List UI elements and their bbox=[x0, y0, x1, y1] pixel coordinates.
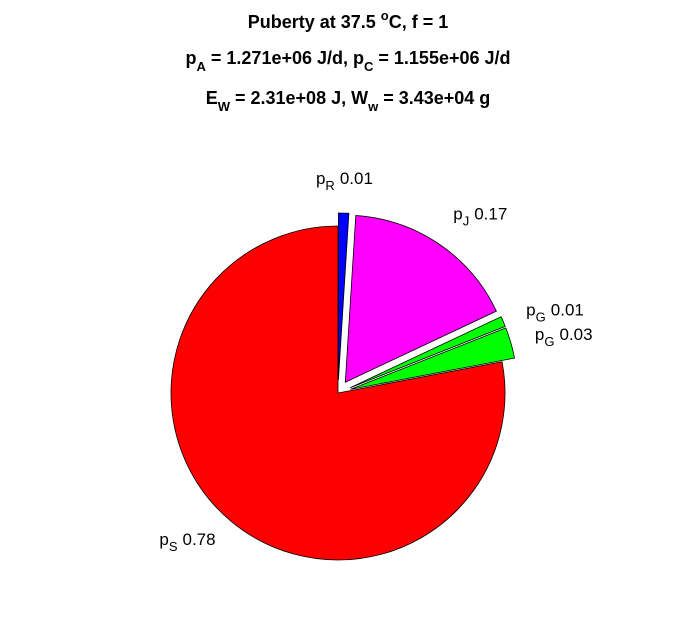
label-value: 0.17 bbox=[474, 205, 507, 224]
chart-title: Puberty at 37.5 oC, f = 1 bbox=[248, 8, 449, 32]
title-part: p bbox=[186, 48, 197, 68]
label-name: p bbox=[453, 205, 462, 224]
label-sub: R bbox=[325, 178, 334, 193]
title-part: E bbox=[206, 88, 218, 108]
chart-title: EW = 2.31e+08 J, Ww = 3.43e+04 g bbox=[206, 88, 491, 114]
label-sub: S bbox=[169, 539, 178, 554]
title-part: = 1.271e+06 J/d, p bbox=[206, 48, 364, 68]
title-part: C, f = 1 bbox=[389, 12, 449, 32]
chart-title: pA = 1.271e+06 J/d, pC = 1.155e+06 J/d bbox=[186, 48, 511, 74]
slice-label: pG 0.01 bbox=[526, 301, 584, 325]
title-part: = 2.31e+08 J, W bbox=[230, 88, 368, 108]
label-name: p bbox=[526, 301, 535, 320]
label-value: 0.78 bbox=[182, 530, 215, 549]
label-sub: J bbox=[463, 214, 470, 229]
label-name: p bbox=[316, 170, 325, 189]
label-sub: G bbox=[536, 310, 546, 325]
label-value: 0.01 bbox=[340, 170, 373, 189]
slice-label: pR 0.01 bbox=[316, 170, 373, 194]
pie-slice bbox=[338, 212, 350, 381]
title-part: o bbox=[381, 8, 389, 23]
label-sub: G bbox=[544, 334, 554, 349]
title-part: = 1.155e+06 J/d bbox=[373, 48, 510, 68]
slice-label: pS 0.78 bbox=[159, 530, 215, 554]
title-part: Puberty at 37.5 bbox=[248, 12, 381, 32]
title-part: = 3.43e+04 g bbox=[378, 88, 490, 108]
label-name: p bbox=[159, 530, 168, 549]
title-part: C bbox=[364, 59, 374, 74]
pie-slice bbox=[349, 316, 506, 389]
title-part: A bbox=[197, 59, 207, 74]
slice-label: pG 0.03 bbox=[535, 325, 593, 349]
pie-slice bbox=[170, 225, 506, 561]
title-part: w bbox=[367, 99, 379, 114]
label-value: 0.01 bbox=[551, 301, 584, 320]
label-value: 0.03 bbox=[560, 325, 593, 344]
label-name: p bbox=[535, 325, 544, 344]
pie-slice bbox=[350, 327, 515, 390]
pie-slice bbox=[344, 215, 497, 383]
slice-label: pJ 0.17 bbox=[453, 205, 507, 229]
title-part: W bbox=[218, 99, 231, 114]
